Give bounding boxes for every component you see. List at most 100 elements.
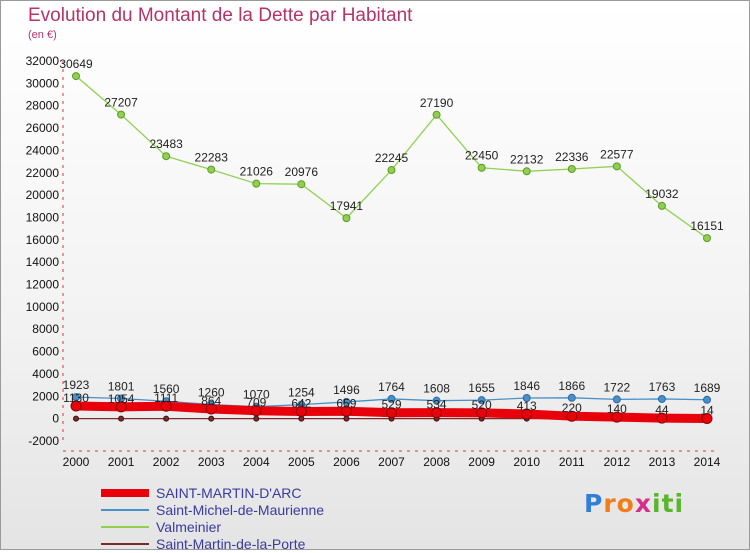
y-tick-label: -2000 [28,434,59,448]
data-label: 1111 [154,391,178,405]
data-label: 659 [336,396,356,410]
logo-letter: t [661,489,675,518]
y-tick-label: 6000 [32,345,59,359]
y-tick-label: 20000 [26,188,60,202]
legend-label: Saint-Michel-de-Maurienne [156,502,325,518]
x-tick-label: 2004 [243,455,270,469]
y-tick-label: 8000 [32,322,59,336]
data-label: 16151 [690,219,724,233]
data-label: 529 [381,398,401,412]
y-tick-label: 4000 [32,367,59,381]
legend-swatch [101,526,149,528]
data-point [567,165,576,174]
logo-letter: i [674,489,685,518]
y-tick-label: 14000 [26,255,60,269]
data-point [701,412,713,424]
logo-letter: i [652,489,662,518]
legend-label: Saint-Martin-de-la-Porte [156,536,306,552]
data-point [162,152,171,161]
data-point [207,165,216,174]
data-point [656,412,668,424]
data-label: 1846 [513,379,540,393]
x-tick-label: 2013 [649,455,676,469]
x-tick-label: 2003 [198,455,225,469]
data-point [118,415,125,422]
data-point [117,110,126,119]
data-label: 1608 [423,382,450,396]
data-point [703,395,711,404]
data-point [657,394,666,403]
data-label: 22132 [510,152,544,166]
data-point [253,415,260,422]
data-label: 1764 [378,380,405,394]
data-label: 520 [472,398,492,412]
data-label: 1070 [243,388,270,402]
data-label: 1496 [333,383,360,397]
data-point [295,405,307,417]
y-tick-label: 2000 [32,389,59,403]
logo-letter: r [603,489,617,518]
data-point [522,167,531,176]
data-label: 1801 [108,380,135,394]
data-label: 1130 [63,391,89,405]
data-point [432,110,441,119]
data-point [343,415,350,422]
data-label: 1260 [198,386,225,400]
data-label: 22336 [555,150,589,164]
data-point [160,400,172,412]
legend-label: SAINT-MARTIN-D'ARC [156,485,302,501]
data-label: 44 [655,403,669,417]
y-tick-label: 16000 [26,233,60,247]
data-point [252,179,261,188]
data-label: 1923 [63,378,90,392]
data-label: 1254 [288,386,315,400]
data-point [340,405,352,417]
y-tick-label: 28000 [26,99,60,113]
logo-letter: P [584,489,604,518]
x-tick-label: 2005 [288,455,315,469]
data-label: 642 [291,396,311,410]
data-point [208,415,215,422]
y-tick-label: 24000 [26,143,60,157]
data-label: 1689 [694,381,721,395]
y-tick-label: 18000 [26,210,60,224]
data-point [386,407,397,419]
data-point [477,396,486,405]
legend-label: Valmeinier [156,519,222,535]
data-point [72,72,80,81]
data-label: 22283 [195,151,229,165]
data-point [431,407,443,419]
data-point [522,394,531,403]
data-point [703,234,711,243]
data-point [476,407,488,419]
data-label: 140 [607,402,627,416]
chart-title: Evolution du Montant de la Dette par Hab… [28,5,413,26]
data-point [432,396,441,405]
data-point [611,411,623,423]
data-point [205,403,217,415]
y-tick-label: 26000 [26,121,60,135]
data-label: 1560 [153,382,180,396]
legend-swatch [101,543,149,545]
data-label: 17941 [330,199,364,213]
data-label: 19032 [645,187,679,201]
data-point [567,393,576,402]
data-point [612,162,621,171]
x-tick-label: 2011 [559,455,585,469]
chart-unit: (en €) [28,29,57,41]
y-tick-label: 30000 [26,76,60,90]
data-point [115,401,127,413]
data-point [342,397,351,406]
y-tick-label: 10000 [26,300,60,314]
data-label: 1866 [558,379,585,393]
data-label: 21026 [240,165,274,179]
proxiti-logo: Proxiti [584,489,684,518]
data-point [70,400,82,412]
logo-letter: o [616,489,635,518]
x-tick-label: 2002 [153,455,180,469]
y-tick-label: 0 [52,412,59,426]
data-point [657,201,666,210]
x-tick-label: 2008 [423,455,450,469]
data-label: 27207 [104,96,138,110]
